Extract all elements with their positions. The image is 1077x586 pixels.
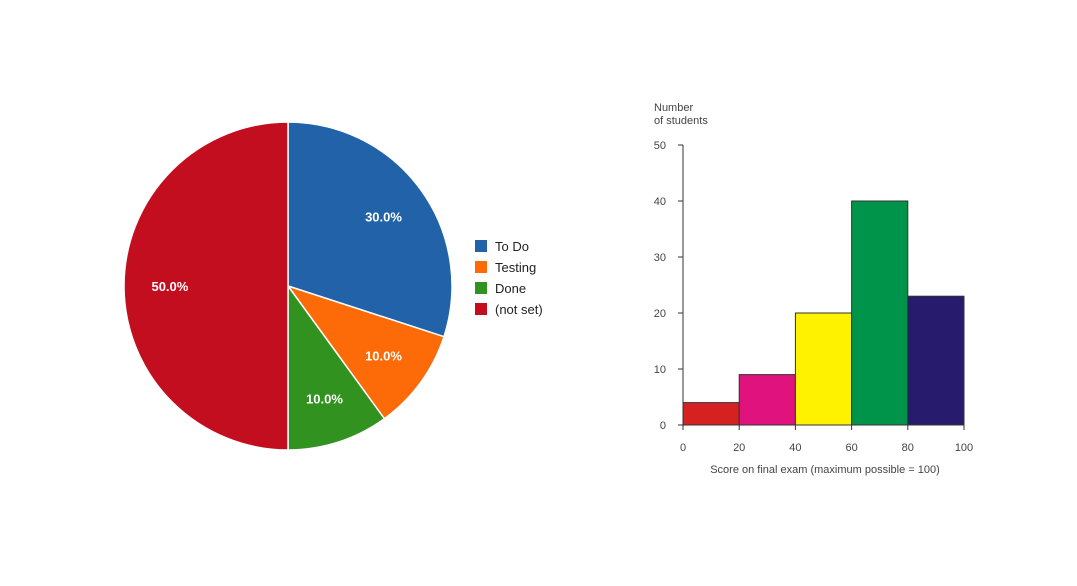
histogram-bar-40-60 [794, 312, 853, 426]
pie-legend: To Do Testing Done (not set) [475, 239, 543, 317]
histogram-bar-20-40 [738, 374, 796, 426]
pie-chart [123, 121, 453, 451]
legend-label-not-set: (not set) [495, 302, 543, 317]
y-axis-ticks: 0 10 20 30 40 50 [654, 140, 683, 432]
legend-swatch-to-do [475, 240, 487, 252]
x-tick-label-0: 0 [680, 442, 686, 454]
pie-slice-done [287, 283, 386, 451]
pie-value-label-not-set: 50.0% [151, 279, 188, 294]
x-tick-label-60: 60 [845, 442, 857, 454]
histogram-bar-0-20 [682, 402, 740, 426]
x-axis-title: Score on final exam (maximum possible = … [710, 464, 940, 476]
pie-value-label-done: 10.0% [306, 391, 343, 406]
legend-label-to-do: To Do [495, 239, 529, 254]
y-tick-label-20: 20 [654, 308, 666, 320]
pie-value-label-to-do: 30.0% [365, 210, 402, 225]
histogram-bar-60-80 [851, 200, 909, 426]
legend-label-done: Done [495, 281, 526, 296]
y-tick-label-30: 30 [654, 252, 666, 264]
pie-slice-not-set [123, 121, 289, 451]
legend-swatch-not-set [475, 303, 487, 315]
x-tick-label-100: 100 [955, 442, 973, 454]
histogram-bar-80-100 [907, 295, 965, 426]
legend-swatch-testing [475, 261, 487, 273]
pie-slice-to-do [287, 121, 453, 338]
legend-label-testing: Testing [495, 260, 536, 275]
y-tick-label-10: 10 [654, 364, 666, 376]
x-tick-label-20: 20 [733, 442, 745, 454]
y-tick-label-0: 0 [660, 420, 666, 432]
x-tick-label-40: 40 [789, 442, 801, 454]
y-axis-title-line-1: Number [654, 102, 693, 114]
y-tick-label-40: 40 [654, 196, 666, 208]
histogram-chart: 0 10 20 30 40 50 0 20 40 60 80 100 Number of stude… [654, 102, 973, 476]
pie-slice-testing [286, 284, 445, 420]
x-tick-label-80: 80 [902, 442, 914, 454]
y-tick-label-50: 50 [654, 140, 666, 152]
x-axis-ticks: 0 20 40 60 80 100 [680, 425, 973, 454]
y-axis-title-line-2: of students [654, 115, 708, 127]
histogram-bars [682, 200, 965, 426]
legend-swatch-done [475, 282, 487, 294]
pie-value-labels: 30.0% 10.0% 10.0% 50.0% [151, 210, 402, 407]
pie-value-label-testing: 10.0% [365, 348, 402, 363]
